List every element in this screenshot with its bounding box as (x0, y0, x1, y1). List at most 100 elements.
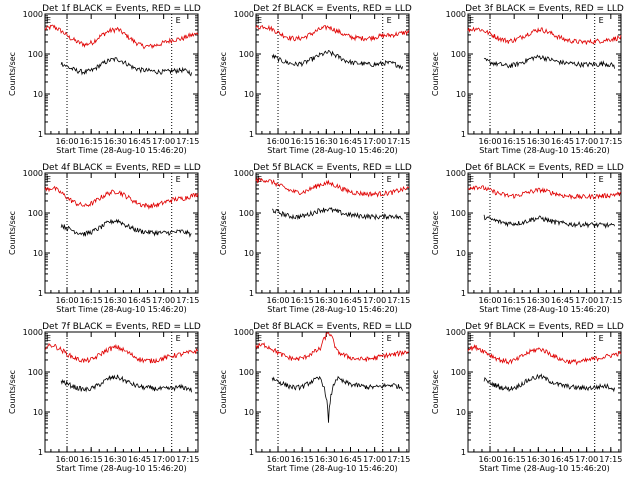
x-tick-label: 17:00 (575, 137, 598, 146)
plot-frame (44, 331, 199, 453)
events-series-line (483, 373, 615, 393)
events-series-line (483, 54, 615, 69)
e-marker: E (257, 175, 262, 184)
e-marker: E (599, 334, 604, 343)
panel-title: Det 2f BLACK = Events, RED = LLD (253, 4, 412, 14)
x-axis-label: Start Time (28-Aug-10 15:46:20) (479, 146, 610, 155)
x-tick-label: 16:30 (527, 296, 550, 305)
panel-title: Det 6f BLACK = Events, RED = LLD (465, 163, 624, 173)
plot-frame (467, 172, 622, 294)
events-series-line (271, 375, 403, 423)
x-tick-label: 17:00 (152, 296, 175, 305)
e-marker: E (469, 175, 474, 184)
x-tick-label: 17:00 (363, 137, 386, 146)
x-tick-label: 16:45 (128, 296, 151, 305)
x-tick-label: 17:15 (387, 137, 410, 146)
x-tick-label: 16:00 (266, 455, 289, 464)
e-marker: E (46, 16, 51, 25)
y-tick-label: 100 (28, 368, 43, 377)
y-tick-label: 1000 (23, 10, 43, 19)
y-tick-label: 100 (239, 368, 254, 377)
y-tick-label: 100 (28, 209, 43, 218)
x-tick-label: 17:15 (599, 455, 622, 464)
x-tick-label: 16:15 (503, 455, 526, 464)
y-tick-label: 100 (451, 50, 466, 59)
x-tick-label: 16:30 (315, 455, 338, 464)
x-tick-label: 16:15 (503, 296, 526, 305)
y-tick-label: 1000 (23, 169, 43, 178)
y-tick-label: 1 (461, 289, 466, 298)
y-axis-label: Counts/sec (431, 370, 440, 414)
x-tick-label: 17:15 (176, 296, 199, 305)
y-axis-label: Counts/sec (8, 370, 17, 414)
e-marker: E (176, 175, 181, 184)
plot-frame (467, 13, 622, 135)
y-tick-label: 10 (244, 90, 254, 99)
x-tick-label: 16:30 (527, 455, 550, 464)
y-tick-label: 100 (451, 209, 466, 218)
plot-frame (255, 331, 410, 453)
y-tick-label: 1000 (234, 10, 254, 19)
x-tick-label: 16:15 (291, 137, 314, 146)
y-tick-label: 1000 (234, 169, 254, 178)
e-marker: E (469, 16, 474, 25)
x-tick-label: 16:45 (128, 455, 151, 464)
x-tick-label: 16:00 (55, 296, 78, 305)
events-series-line (483, 214, 615, 229)
x-tick-label: 16:15 (291, 455, 314, 464)
x-tick-label: 16:00 (478, 296, 501, 305)
y-tick-label: 1 (38, 289, 43, 298)
x-axis-label: Start Time (28-Aug-10 15:46:20) (479, 305, 610, 314)
y-axis-label: Counts/sec (431, 52, 440, 96)
y-axis-label: Counts/sec (8, 52, 17, 96)
y-tick-label: 1 (38, 448, 43, 457)
x-tick-label: 17:15 (176, 137, 199, 146)
x-tick-label: 17:00 (152, 137, 175, 146)
y-axis-label: Counts/sec (219, 52, 228, 96)
x-tick-label: 16:00 (266, 296, 289, 305)
x-tick-label: 17:00 (575, 455, 598, 464)
x-tick-label: 17:15 (599, 296, 622, 305)
y-tick-label: 1 (249, 448, 254, 457)
y-tick-label: 10 (456, 249, 466, 258)
x-tick-label: 16:15 (291, 296, 314, 305)
x-tick-label: 17:15 (176, 455, 199, 464)
y-tick-label: 1 (461, 448, 466, 457)
x-tick-label: 17:15 (599, 137, 622, 146)
x-tick-label: 16:15 (80, 137, 103, 146)
e-marker: E (257, 334, 262, 343)
e-marker: E (176, 16, 181, 25)
plot-frame (44, 172, 199, 294)
plot-frame (255, 13, 410, 135)
x-axis-label: Start Time (28-Aug-10 15:46:20) (267, 146, 398, 155)
y-tick-label: 100 (239, 209, 254, 218)
x-tick-label: 17:00 (363, 296, 386, 305)
y-tick-label: 1000 (23, 328, 43, 337)
lld-series-line (44, 24, 199, 50)
e-marker: E (387, 16, 392, 25)
x-axis-label: Start Time (28-Aug-10 15:46:20) (267, 464, 398, 473)
y-axis-label: Counts/sec (8, 211, 17, 255)
x-tick-label: 16:30 (527, 137, 550, 146)
y-tick-label: 1000 (446, 169, 466, 178)
panel-title: Det 3f BLACK = Events, RED = LLD (465, 4, 624, 14)
y-tick-label: 10 (456, 408, 466, 417)
x-tick-label: 16:45 (551, 455, 574, 464)
y-tick-label: 10 (456, 90, 466, 99)
plot-frame (44, 13, 199, 135)
lld-series-line (255, 177, 410, 198)
events-series-line (60, 57, 192, 77)
events-series-line (60, 218, 192, 238)
events-series-line (271, 207, 403, 221)
plot-frame (255, 172, 410, 294)
e-marker: E (599, 16, 604, 25)
x-tick-label: 16:30 (315, 137, 338, 146)
y-tick-label: 1 (249, 289, 254, 298)
y-tick-label: 10 (33, 90, 43, 99)
